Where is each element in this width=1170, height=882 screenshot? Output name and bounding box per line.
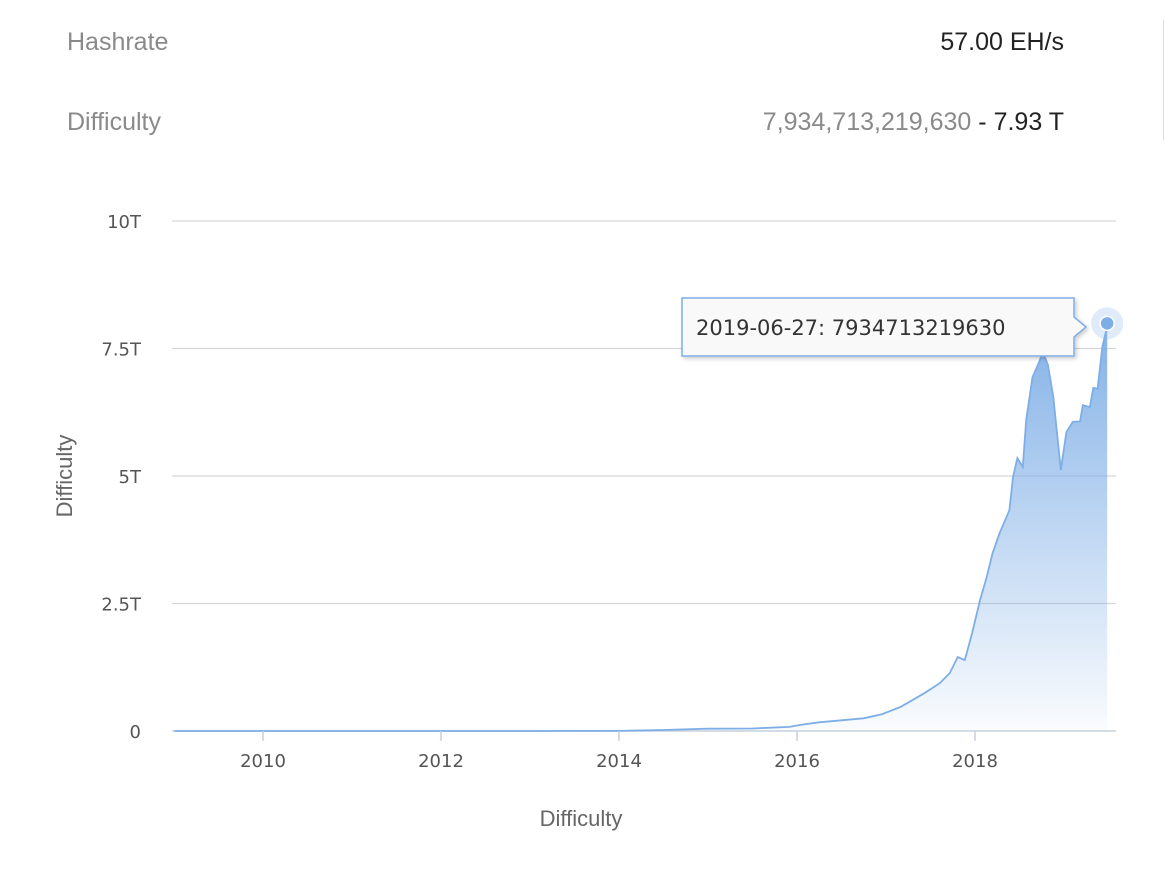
y-tick-label: 0 [130, 722, 141, 743]
y-tick-label: 10T [107, 212, 142, 233]
x-axis-title: Difficulty [540, 806, 623, 831]
hover-point [1099, 315, 1115, 332]
difficulty-separator: - [971, 108, 994, 136]
difficulty-raw: 7,934,713,219,630 [762, 108, 972, 136]
y-tick-label: 5T [119, 467, 142, 488]
y-tick-label: 2.5T [101, 595, 142, 616]
difficulty-short: 7.93 T [993, 108, 1064, 136]
tooltip-text: 2019-06-27: 7934713219630 [696, 316, 1005, 340]
hashrate-value: 57.00 EH/s [940, 28, 1064, 56]
tooltip-box [681, 297, 1088, 357]
y-tick-label: 7.5T [101, 340, 142, 361]
scrollbar-divider [1163, 20, 1164, 140]
y-axis-title: Difficulty [52, 435, 77, 518]
tooltip: 2019-06-27: 7934713219630 [681, 297, 1088, 357]
difficulty-area [174, 326, 1108, 731]
difficulty-label: Difficulty [67, 108, 162, 136]
x-tick-label: 2010 [240, 751, 286, 772]
x-tick-label: 2018 [952, 751, 998, 772]
x-tick-label: 2014 [596, 751, 642, 772]
x-tick-label: 2012 [418, 751, 464, 772]
difficulty-line [174, 326, 1109, 732]
hashrate-label: Hashrate [67, 28, 169, 56]
x-tick-label: 2016 [774, 751, 820, 772]
difficulty-value: 7,934,713,219,630 - 7.93 T [763, 108, 1064, 137]
